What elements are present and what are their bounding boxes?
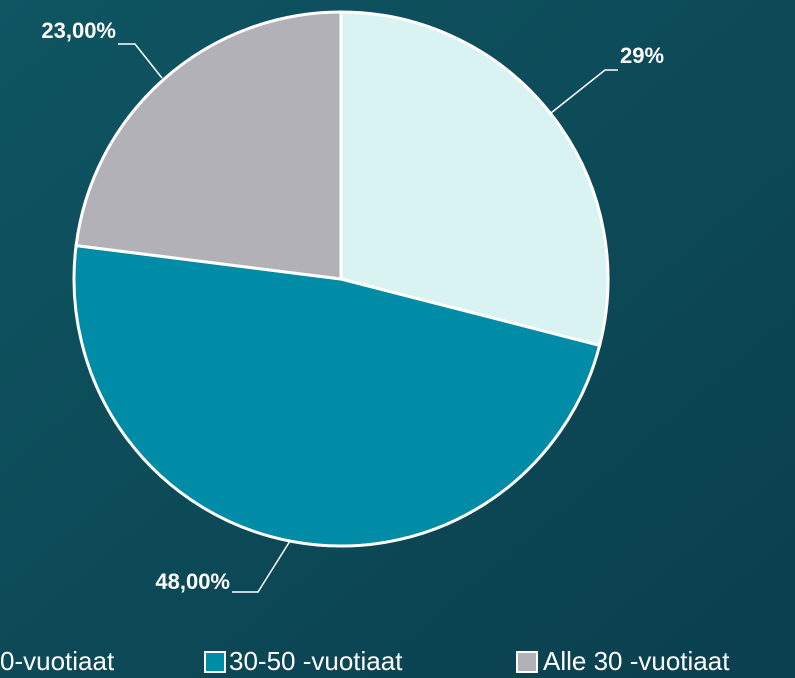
pie-slice [339, 10, 610, 348]
legend-label: 0-vuotiaat [0, 646, 115, 676]
legend-label: Alle 30 -vuotiaat [543, 646, 730, 676]
legend-swatch [516, 651, 538, 673]
leader-line [550, 69, 618, 114]
data-label: 23,00% [41, 18, 116, 43]
legend-swatch [204, 651, 226, 673]
data-label: 29% [620, 43, 664, 68]
legend-label: 30-50 -vuotiaat [229, 646, 403, 676]
leader-line [232, 540, 291, 593]
pie-slice [74, 10, 343, 281]
pie-slice [72, 243, 602, 548]
leader-line [118, 43, 163, 79]
data-label: 48,00% [155, 569, 230, 594]
